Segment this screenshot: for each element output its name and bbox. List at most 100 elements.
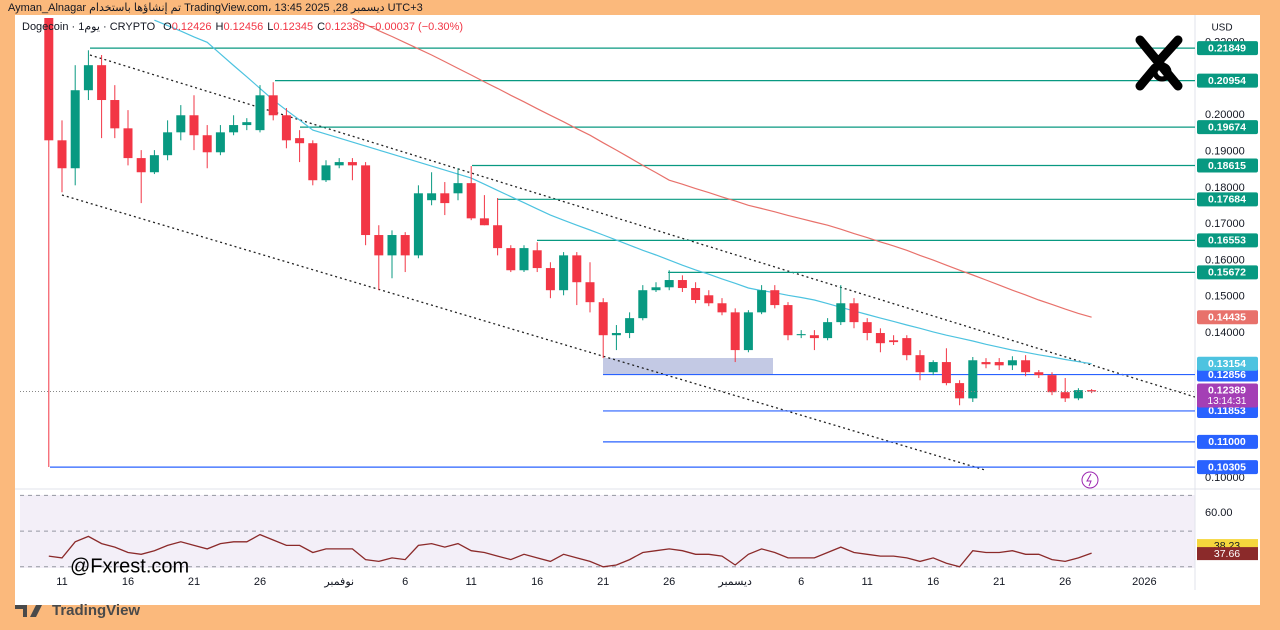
level-label-box <box>1197 41 1258 56</box>
candle-body <box>110 100 120 129</box>
candle-body <box>466 183 476 219</box>
x-tick-label: 2026 <box>1132 576 1156 588</box>
brand-logo <box>1135 35 1183 91</box>
candle-body <box>97 65 107 101</box>
channel-lower <box>61 194 986 471</box>
moving-average <box>352 18 1092 318</box>
candle-body <box>453 183 463 194</box>
candle-body <box>229 125 239 133</box>
candle-body <box>1007 360 1017 366</box>
v: 0.12456 <box>223 21 264 33</box>
candle-body <box>968 360 978 399</box>
v: −0.00037 (−0.30%) <box>368 21 463 33</box>
level-label: 0.11853 <box>1208 405 1246 417</box>
candle-body <box>889 340 899 343</box>
y-tick-label: 0.15000 <box>1205 291 1245 303</box>
candle-body <box>783 305 793 336</box>
candle-body <box>757 290 767 313</box>
lt: O <box>163 21 172 33</box>
moving-average <box>154 19 1092 365</box>
candle-body <box>849 303 859 323</box>
ma-label-box <box>1197 356 1258 371</box>
candle-body <box>202 135 212 153</box>
level-label: 0.20954 <box>1208 75 1246 87</box>
candle-body <box>941 362 951 384</box>
level-label-box <box>1197 158 1258 173</box>
candle-body <box>651 287 661 291</box>
candle-body <box>862 322 872 334</box>
level-label: 0.21849 <box>1208 42 1246 54</box>
candle-body <box>347 162 357 166</box>
ma-label: 0.14435 <box>1208 312 1246 324</box>
x-tick-label: 16 <box>927 576 939 588</box>
level-label: 0.19674 <box>1208 121 1246 133</box>
candle-body <box>1087 390 1097 392</box>
x-tick-label: 6 <box>402 576 408 588</box>
sym: Dogecoin · 1يوم · CRYPTO <box>22 21 156 33</box>
candle-body <box>123 128 133 159</box>
candle-body <box>823 322 833 339</box>
candle-body <box>796 334 806 336</box>
candle-body <box>255 95 265 131</box>
level-label-box <box>1197 265 1258 280</box>
candle-body <box>493 225 503 249</box>
candle-body <box>704 295 714 304</box>
y-tick-label: 0.16000 <box>1205 254 1245 266</box>
candle-body <box>1034 372 1044 376</box>
attribution: Ayman_Alnagar تم إنشاؤها باستخدام Tradin… <box>8 2 423 14</box>
level-label: 0.18615 <box>1208 160 1246 172</box>
candle-body <box>559 255 569 291</box>
candle-body <box>334 162 344 166</box>
level-label-box <box>1197 434 1258 449</box>
symbol-header: Dogecoin · 1يوم · CRYPTO O0.12426 H0.12456… <box>22 20 467 33</box>
candle-body <box>585 282 595 303</box>
candle-body <box>215 132 225 153</box>
x-tick-label: 21 <box>993 576 1005 588</box>
candle-body <box>1047 375 1057 393</box>
demand-zone <box>603 358 773 375</box>
candle-body <box>532 250 542 269</box>
candle-body <box>163 132 173 156</box>
x-tick-label: 11 <box>861 576 872 588</box>
watermark: @Fxrest.com <box>70 555 189 577</box>
level-label: 0.17684 <box>1208 194 1246 206</box>
candle-body <box>994 362 1004 366</box>
candle-body <box>743 312 753 351</box>
candle-body <box>875 333 885 344</box>
candle-body <box>677 280 687 289</box>
candle-body <box>572 255 582 283</box>
candle-body <box>809 335 819 339</box>
ma-label-box <box>1197 310 1258 325</box>
countdown: 13:14:31 <box>1208 396 1247 407</box>
candle-body <box>519 248 529 271</box>
level-label: 0.10305 <box>1208 461 1246 473</box>
v: 0.12426 <box>171 21 212 33</box>
level-label-box <box>1197 367 1258 382</box>
x-tick-label: 6 <box>798 576 804 588</box>
level-label: 0.11000 <box>1208 436 1246 448</box>
alert-icon[interactable] <box>1081 471 1099 489</box>
y-tick-label: 0.20000 <box>1205 109 1245 121</box>
x-tick-label: 11 <box>56 576 67 588</box>
footer-brand: TradingView <box>52 602 140 619</box>
footer-logo <box>15 605 42 617</box>
level-label: 0.16553 <box>1208 235 1246 247</box>
candle-body <box>611 333 621 336</box>
y-tick-label: 0.18000 <box>1205 182 1245 194</box>
candle-body <box>730 312 740 351</box>
candle-body <box>915 355 925 373</box>
candle-body <box>928 362 938 373</box>
ma-label: 0.13154 <box>1208 358 1246 370</box>
main-pane <box>20 18 1195 471</box>
x-tick-label: 26 <box>663 576 675 588</box>
rsi-pane <box>20 494 1195 568</box>
candle-body <box>268 95 278 116</box>
candle-body <box>981 362 991 365</box>
level-label-box <box>1197 233 1258 248</box>
candle-body <box>361 165 371 236</box>
level-label: 0.15672 <box>1208 267 1246 279</box>
candle-body <box>281 115 291 141</box>
last-price-label: 0.12389 <box>1208 384 1246 396</box>
candle-body <box>44 18 54 141</box>
